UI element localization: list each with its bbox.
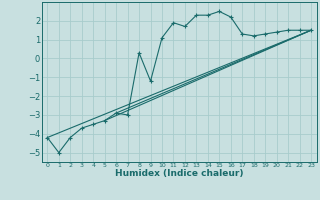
X-axis label: Humidex (Indice chaleur): Humidex (Indice chaleur) bbox=[115, 169, 244, 178]
